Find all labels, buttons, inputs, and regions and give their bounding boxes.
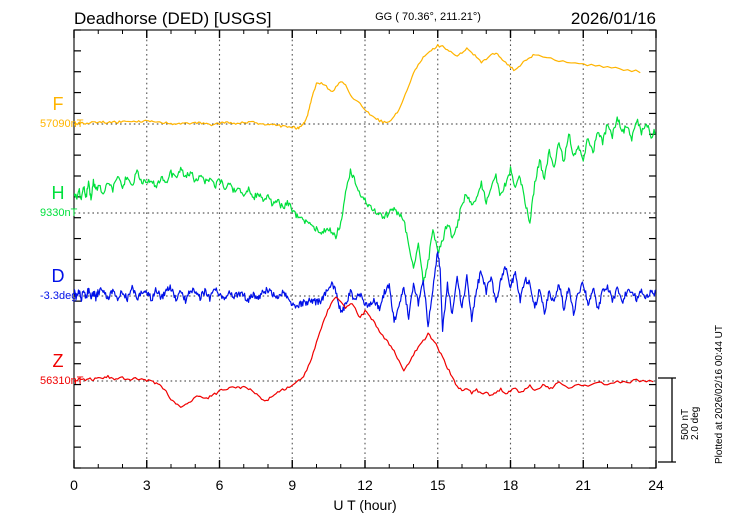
plot-frame (73, 29, 657, 469)
component-value-h: 9330nT (40, 207, 78, 219)
x-tick-label: 21 (575, 477, 591, 493)
x-tick-label: 6 (216, 477, 224, 493)
x-tick-label: 18 (503, 477, 519, 493)
plotted-at-timestamp: Plotted at 2026/02/16 00:44 UT (714, 325, 725, 464)
x-tick-label: 0 (70, 477, 78, 493)
x-tick-label: 3 (143, 477, 151, 493)
x-tick-label: 15 (430, 477, 446, 493)
trace-f (74, 43, 641, 130)
component-value-z: 56310nT (40, 375, 84, 387)
x-tick-label: 9 (288, 477, 296, 493)
trace-z (74, 296, 654, 408)
component-label-z: Z (53, 351, 64, 371)
component-label-d: D (52, 266, 65, 286)
page-title: Deadhorse (DED) [USGS] (74, 9, 271, 28)
component-label-h: H (52, 183, 65, 203)
observation-date: 2026/01/16 (571, 9, 656, 28)
x-axis-label: U T (hour) (333, 497, 396, 513)
component-value-f: 57090nT (40, 118, 84, 130)
scale-bar-label-deg: 2.0 deg (690, 407, 701, 440)
x-tick-label: 12 (357, 477, 373, 493)
scale-bar-label-nt: 500 nT (680, 409, 691, 440)
trace-h (74, 116, 656, 285)
component-label-f: F (53, 94, 64, 114)
trace-d (74, 251, 656, 333)
component-value-d: -3.3deg (40, 290, 77, 302)
geographic-coordinates: GG ( 70.36°, 211.21°) (375, 11, 481, 23)
x-tick-label: 24 (648, 477, 664, 493)
